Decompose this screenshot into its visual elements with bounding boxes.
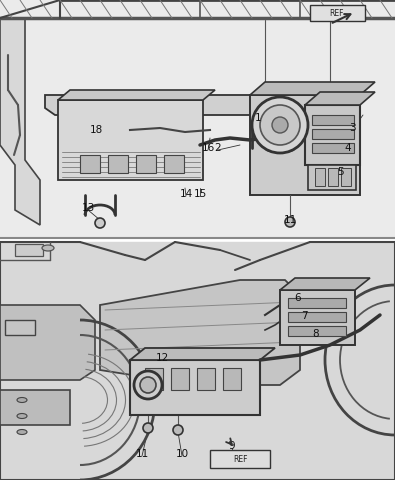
Circle shape: [95, 218, 105, 228]
Polygon shape: [305, 92, 375, 105]
Bar: [310, 5, 365, 21]
Circle shape: [260, 105, 300, 145]
Bar: [341, 168, 351, 186]
Bar: [315, 168, 325, 186]
Text: 6: 6: [295, 293, 301, 303]
Ellipse shape: [42, 245, 54, 251]
Bar: [312, 115, 354, 125]
Bar: [250, 95, 360, 195]
Bar: [288, 298, 346, 308]
Text: 8: 8: [313, 329, 319, 339]
Text: 15: 15: [194, 189, 207, 199]
Ellipse shape: [17, 413, 27, 419]
Bar: [5, 320, 35, 335]
Bar: [140, 378, 156, 392]
Bar: [171, 368, 189, 390]
Bar: [15, 244, 43, 256]
Ellipse shape: [17, 397, 27, 403]
Text: 10: 10: [175, 449, 188, 459]
Bar: [328, 168, 338, 186]
Text: 11: 11: [283, 215, 297, 225]
Bar: [130, 360, 260, 415]
Bar: [305, 105, 360, 165]
Text: 13: 13: [81, 203, 95, 213]
Polygon shape: [130, 348, 275, 360]
Text: 7: 7: [301, 311, 307, 321]
Polygon shape: [0, 305, 95, 380]
Bar: [312, 143, 354, 153]
Text: 1: 1: [255, 113, 261, 123]
Bar: [280, 290, 355, 345]
Text: 5: 5: [337, 167, 343, 177]
Bar: [58, 100, 203, 180]
Polygon shape: [280, 278, 370, 290]
Text: 16: 16: [201, 143, 214, 153]
Circle shape: [272, 117, 288, 133]
Bar: [108, 155, 128, 173]
Text: REF: REF: [233, 455, 247, 464]
Bar: [312, 129, 354, 139]
Polygon shape: [100, 280, 300, 385]
Polygon shape: [58, 90, 215, 100]
Text: 11: 11: [135, 449, 149, 459]
Circle shape: [173, 425, 183, 435]
Circle shape: [285, 217, 295, 227]
Text: 3: 3: [349, 123, 356, 133]
Bar: [210, 450, 270, 468]
Polygon shape: [250, 82, 375, 95]
Bar: [0, 390, 70, 425]
Bar: [145, 368, 163, 390]
Circle shape: [252, 97, 308, 153]
Bar: [164, 155, 184, 173]
Bar: [223, 368, 241, 390]
Circle shape: [143, 423, 153, 433]
Bar: [308, 165, 356, 190]
Text: 2: 2: [215, 143, 221, 153]
Text: 4: 4: [345, 143, 351, 153]
Bar: [0, 0, 395, 237]
Polygon shape: [0, 18, 40, 225]
Text: 14: 14: [179, 189, 193, 199]
Bar: [80, 155, 100, 173]
Bar: [136, 155, 156, 173]
Text: 18: 18: [89, 125, 103, 135]
Text: 12: 12: [155, 353, 169, 363]
Bar: [288, 326, 346, 336]
Polygon shape: [45, 85, 340, 115]
Bar: [0, 242, 395, 480]
Text: 9: 9: [229, 441, 235, 451]
Bar: [288, 312, 346, 322]
Circle shape: [140, 377, 156, 393]
Bar: [197, 368, 215, 390]
Circle shape: [134, 371, 162, 399]
Ellipse shape: [17, 430, 27, 434]
Text: REF: REF: [330, 9, 344, 17]
